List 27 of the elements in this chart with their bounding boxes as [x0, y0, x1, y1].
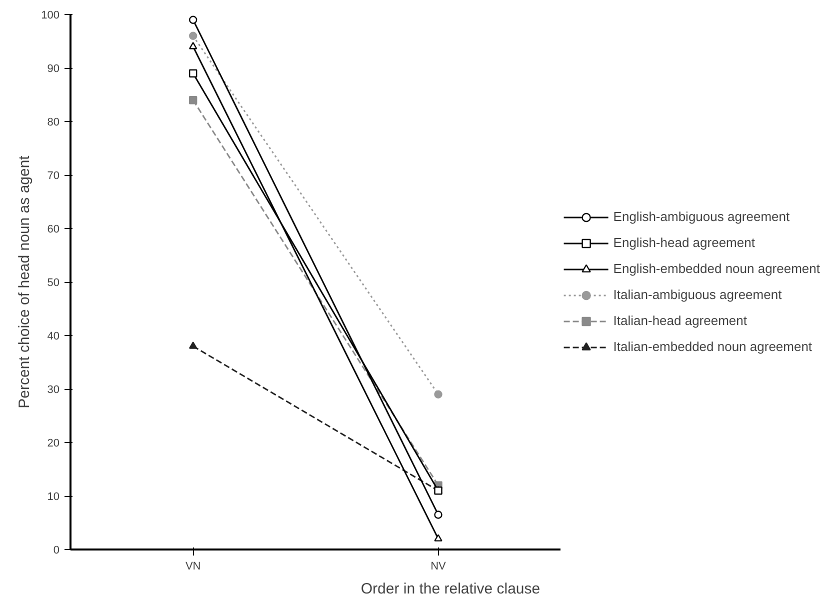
legend-label: English-head agreement [613, 235, 755, 250]
y-tick-label: 70 [47, 170, 60, 182]
y-tick-label: 80 [47, 116, 60, 128]
point [434, 390, 442, 398]
x-tick-label: NV [430, 560, 447, 572]
y-tick-label: 10 [47, 491, 60, 503]
point [188, 32, 198, 40]
x-tick-label: VN [185, 560, 201, 572]
point [434, 510, 442, 519]
legend-label: Italian-embedded noun agreement [613, 339, 812, 354]
legend-label: English-ambiguous agreement [613, 209, 790, 224]
y-tick-label: 20 [47, 438, 60, 450]
y-tick-label: 50 [47, 277, 60, 289]
y-tick-label: 0 [53, 544, 60, 556]
point [188, 96, 198, 104]
point [188, 16, 198, 24]
legend-label: English-embedded noun agreement [613, 261, 820, 276]
y-tick-label: 60 [47, 224, 60, 236]
y-tick-label: 90 [47, 63, 60, 75]
y-axis-title: Percent choice of head noun as agent [16, 154, 34, 408]
x-axis-title: Order in the relative clause [360, 580, 540, 598]
y-tick-label: 30 [47, 384, 60, 396]
y-tick-label: 40 [47, 330, 60, 342]
point [188, 69, 198, 78]
legend-label: Italian-head agreement [613, 313, 747, 328]
y-tick-label: 100 [41, 10, 60, 22]
legend-label: Italian-ambiguous agreement [613, 287, 782, 302]
